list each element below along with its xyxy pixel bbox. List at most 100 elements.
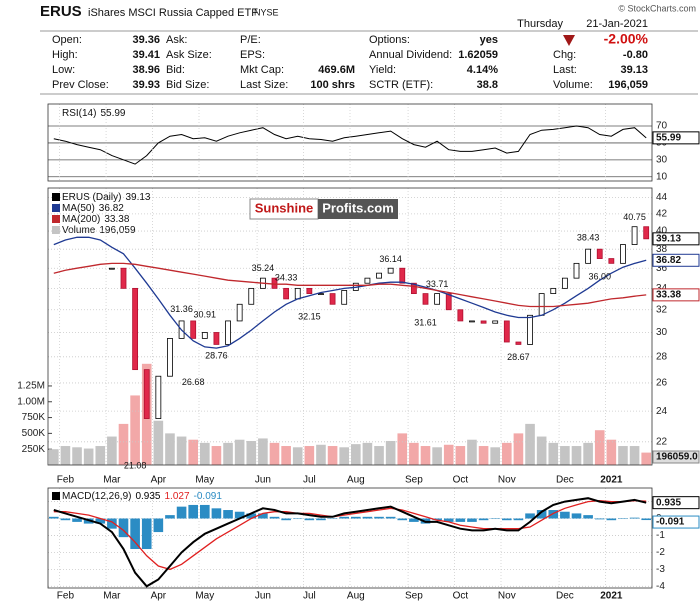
macd-histogram — [362, 516, 373, 519]
x-tick-label: Dec — [556, 591, 574, 602]
y-tick-label: 40 — [656, 226, 668, 237]
volume-bar — [258, 438, 268, 465]
candle — [434, 293, 441, 305]
candle — [341, 290, 348, 305]
macd-histogram — [443, 518, 454, 522]
field-label: SCTR (ETF): — [369, 79, 433, 91]
x-tick-label: Aug — [347, 475, 365, 486]
candle — [399, 267, 406, 284]
field-label: Bid Size: — [166, 79, 209, 91]
volume-bar — [594, 430, 605, 465]
legend-entry: MACD(12,26,9) 0.935 1.027 -0.091 — [62, 491, 222, 502]
field-value: 39.41 — [132, 49, 160, 61]
macd-histogram — [548, 510, 559, 519]
volume-bar — [490, 447, 500, 465]
macd-histogram — [118, 518, 129, 538]
volume-bar — [165, 433, 175, 465]
price-tag-box — [652, 253, 700, 267]
x-tick-label: Jul — [303, 591, 316, 602]
candle — [631, 226, 638, 245]
volume-bar — [83, 448, 94, 465]
y-tick-label: 1.25M — [17, 381, 45, 392]
field-value: 39.13 — [620, 64, 648, 76]
macd-histogram — [536, 510, 547, 519]
candle — [422, 293, 429, 305]
down-arrow — [563, 35, 575, 46]
field-label: Last Size: — [240, 79, 288, 91]
x-tick-label: Mar — [103, 475, 121, 486]
volume-bar — [107, 436, 117, 465]
legend-text: MA(200) — [62, 214, 100, 225]
y-tick-label: 38 — [656, 244, 668, 255]
macd-line — [53, 497, 647, 588]
y-tick-label: 42 — [656, 209, 668, 220]
volume-bar — [513, 433, 524, 465]
candle — [318, 293, 324, 295]
y-tick-label: -4 — [656, 581, 665, 592]
macd-histogram — [606, 518, 617, 521]
volume-bar — [339, 447, 349, 465]
security-name: iShares MSCI Russia Capped ETF — [88, 7, 258, 19]
panel-frame — [47, 187, 653, 466]
macd-histogram — [49, 516, 59, 519]
volume-bar — [583, 442, 593, 465]
macd-histogram — [351, 516, 361, 519]
price-annotation: 36.14 — [379, 254, 402, 264]
candle — [550, 287, 557, 294]
field-label: Ask Size: — [166, 49, 212, 61]
field-value: 39.93 — [132, 79, 160, 91]
candle — [457, 309, 464, 322]
panel-frame — [47, 103, 653, 182]
macd-histogram — [618, 518, 628, 520]
volume-bar — [548, 442, 559, 465]
volume-bar — [409, 442, 419, 465]
volume-bar — [118, 423, 129, 465]
macd-histogram — [130, 518, 140, 550]
volume-bar — [153, 420, 164, 465]
legend-text: 36.82 — [99, 203, 124, 214]
y-tick-label: 22 — [656, 436, 668, 447]
field-value: 196,059 — [608, 79, 648, 91]
candle — [225, 320, 231, 345]
legend-value: 0.935 — [135, 491, 160, 502]
volume-bar — [60, 446, 71, 465]
candle — [236, 303, 243, 322]
candle — [294, 287, 301, 300]
macd-signal — [53, 500, 647, 571]
price-annotation: 40.75 — [623, 212, 646, 222]
y-tick-label: 250K — [22, 444, 46, 455]
volume-bar — [525, 423, 535, 465]
price-tag-box — [652, 288, 700, 302]
legend-swatch — [52, 109, 60, 117]
field-label: Options: — [369, 34, 410, 46]
volume-bar — [571, 446, 582, 465]
y-tick-label: -1 — [656, 530, 665, 541]
legend-swatch — [52, 193, 60, 201]
x-tick-label: May — [195, 475, 214, 486]
field-value: yes — [480, 34, 498, 46]
candle — [120, 267, 127, 289]
price-annotation: 30.91 — [194, 309, 217, 319]
legend-text: Volume — [62, 225, 96, 236]
x-tick-label: Sep — [405, 591, 423, 602]
volume-bar — [246, 440, 257, 465]
candle — [480, 320, 487, 324]
legend-value: -0.091 — [194, 491, 223, 502]
candle — [167, 338, 173, 377]
x-tick-label: 2021 — [600, 591, 623, 602]
price-annotation: 34.33 — [275, 272, 298, 282]
y-tick-label: -3 — [656, 564, 665, 575]
field-value: 4.14% — [467, 64, 498, 76]
field-value: -0.80 — [623, 49, 648, 61]
volume-bar — [467, 439, 477, 465]
volume-bar — [397, 433, 408, 465]
volume-bar — [316, 444, 326, 465]
y-tick-label: 1.00M — [17, 396, 45, 407]
volume-bar — [351, 444, 361, 465]
candle — [108, 267, 115, 270]
exchange: NYSE — [254, 7, 279, 17]
legend-text: MA(50) — [62, 203, 95, 214]
candle — [515, 341, 522, 345]
volume-bar — [200, 442, 210, 465]
